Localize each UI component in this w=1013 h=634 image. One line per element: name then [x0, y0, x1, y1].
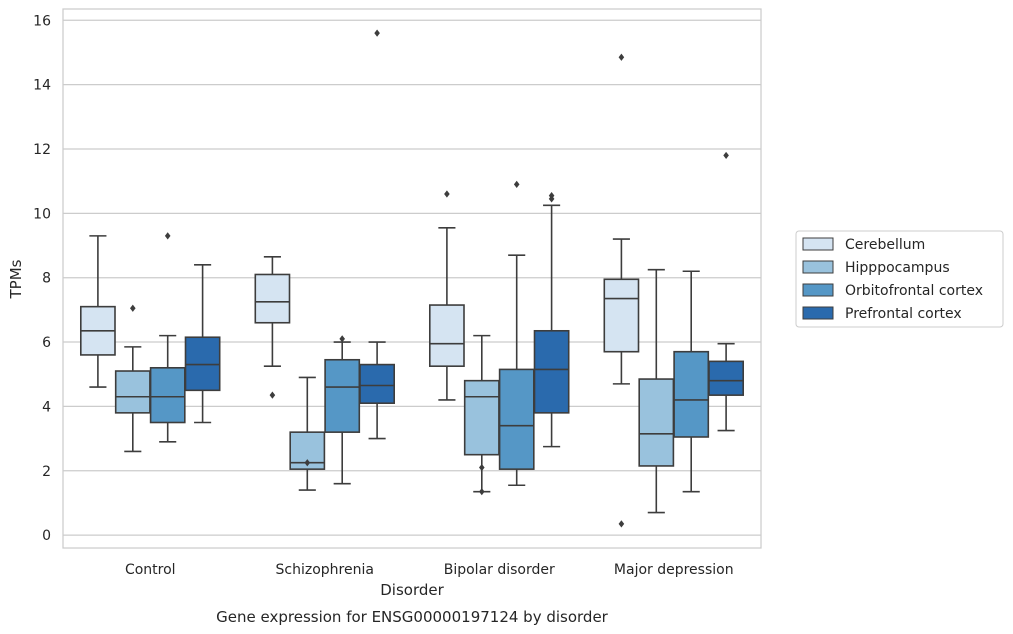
box-iqr — [428, 304, 465, 367]
outlier-point — [513, 180, 520, 188]
box-iqr — [708, 360, 745, 396]
outlier-point — [479, 463, 485, 472]
box-iqr — [498, 368, 535, 470]
legend-swatch — [802, 306, 834, 320]
x-tick-label: Major depression — [614, 562, 734, 578]
box — [603, 53, 640, 528]
outlier-point — [164, 232, 171, 240]
outlier-point — [304, 459, 311, 467]
outlier-point — [723, 151, 729, 160]
box — [289, 376, 326, 491]
x-axis-label: Disorder — [380, 581, 444, 599]
box — [463, 334, 500, 496]
box — [428, 190, 465, 401]
chart-caption: Gene expression for ENSG00000197124 by d… — [216, 608, 609, 626]
legend-swatch — [802, 237, 834, 251]
box — [359, 29, 396, 440]
y-tick-label: 16 — [33, 13, 51, 29]
legend-label: Cerebellum — [845, 237, 925, 253]
y-tick-label: 2 — [42, 464, 51, 480]
box-iqr — [463, 379, 500, 456]
outlier-point — [444, 190, 450, 198]
box-iqr — [359, 363, 396, 404]
legend-label: Hipppocampus — [845, 260, 950, 276]
x-tick-label: Schizophrenia — [276, 562, 374, 578]
legend-label: Prefrontal cortex — [845, 306, 962, 322]
box-iqr — [638, 378, 675, 467]
box — [324, 335, 361, 485]
x-tick-label: Control — [125, 562, 176, 578]
outlier-point — [618, 520, 625, 528]
box — [254, 255, 291, 399]
y-tick-label: 8 — [42, 271, 51, 287]
y-tick-label: 4 — [42, 399, 51, 415]
legend: Cerebellum Hipppocampus Orbitofrontal cort… — [795, 230, 1004, 328]
y-tick-label: 10 — [33, 206, 51, 222]
box — [498, 180, 535, 487]
legend-frame — [795, 230, 1004, 328]
box-iqr — [673, 350, 710, 438]
outlier-point — [339, 335, 345, 343]
box — [638, 268, 675, 514]
outlier-point — [479, 488, 485, 496]
box — [533, 192, 570, 448]
outlier-point — [269, 391, 276, 399]
plot-frame — [62, 8, 762, 549]
boxes — [79, 29, 745, 528]
box — [184, 264, 221, 424]
outlier-point — [130, 304, 136, 312]
box-iqr — [149, 366, 186, 424]
outlier-point — [374, 29, 380, 37]
y-tick-label: 12 — [33, 142, 51, 158]
legend-swatch — [802, 260, 834, 274]
box — [79, 235, 116, 388]
x-tick-label: Bipolar disorder — [444, 562, 555, 578]
y-tick-label: 14 — [33, 78, 51, 94]
legend-swatch — [802, 283, 834, 297]
legend-label: Orbitofrontal cortex — [845, 283, 983, 299]
box — [149, 232, 186, 443]
y-tick-label: 6 — [42, 335, 51, 351]
box — [114, 304, 151, 453]
outlier-point — [618, 53, 625, 61]
x-tick-labels: Control Schizophrenia Bipolar disorder Majo… — [125, 562, 734, 578]
box-iqr — [254, 273, 291, 324]
box-iqr — [603, 278, 640, 353]
box-iqr — [184, 336, 221, 392]
box-iqr — [324, 358, 361, 433]
box — [708, 151, 745, 432]
box-iqr — [114, 370, 151, 414]
box-iqr — [533, 329, 570, 414]
y-axis-label: TPMs — [7, 259, 25, 299]
y-tick-labels: 0 2 4 6 8 10 12 14 16 — [33, 13, 51, 544]
outlier-point — [548, 195, 555, 203]
y-tick-label: 0 — [42, 528, 51, 544]
